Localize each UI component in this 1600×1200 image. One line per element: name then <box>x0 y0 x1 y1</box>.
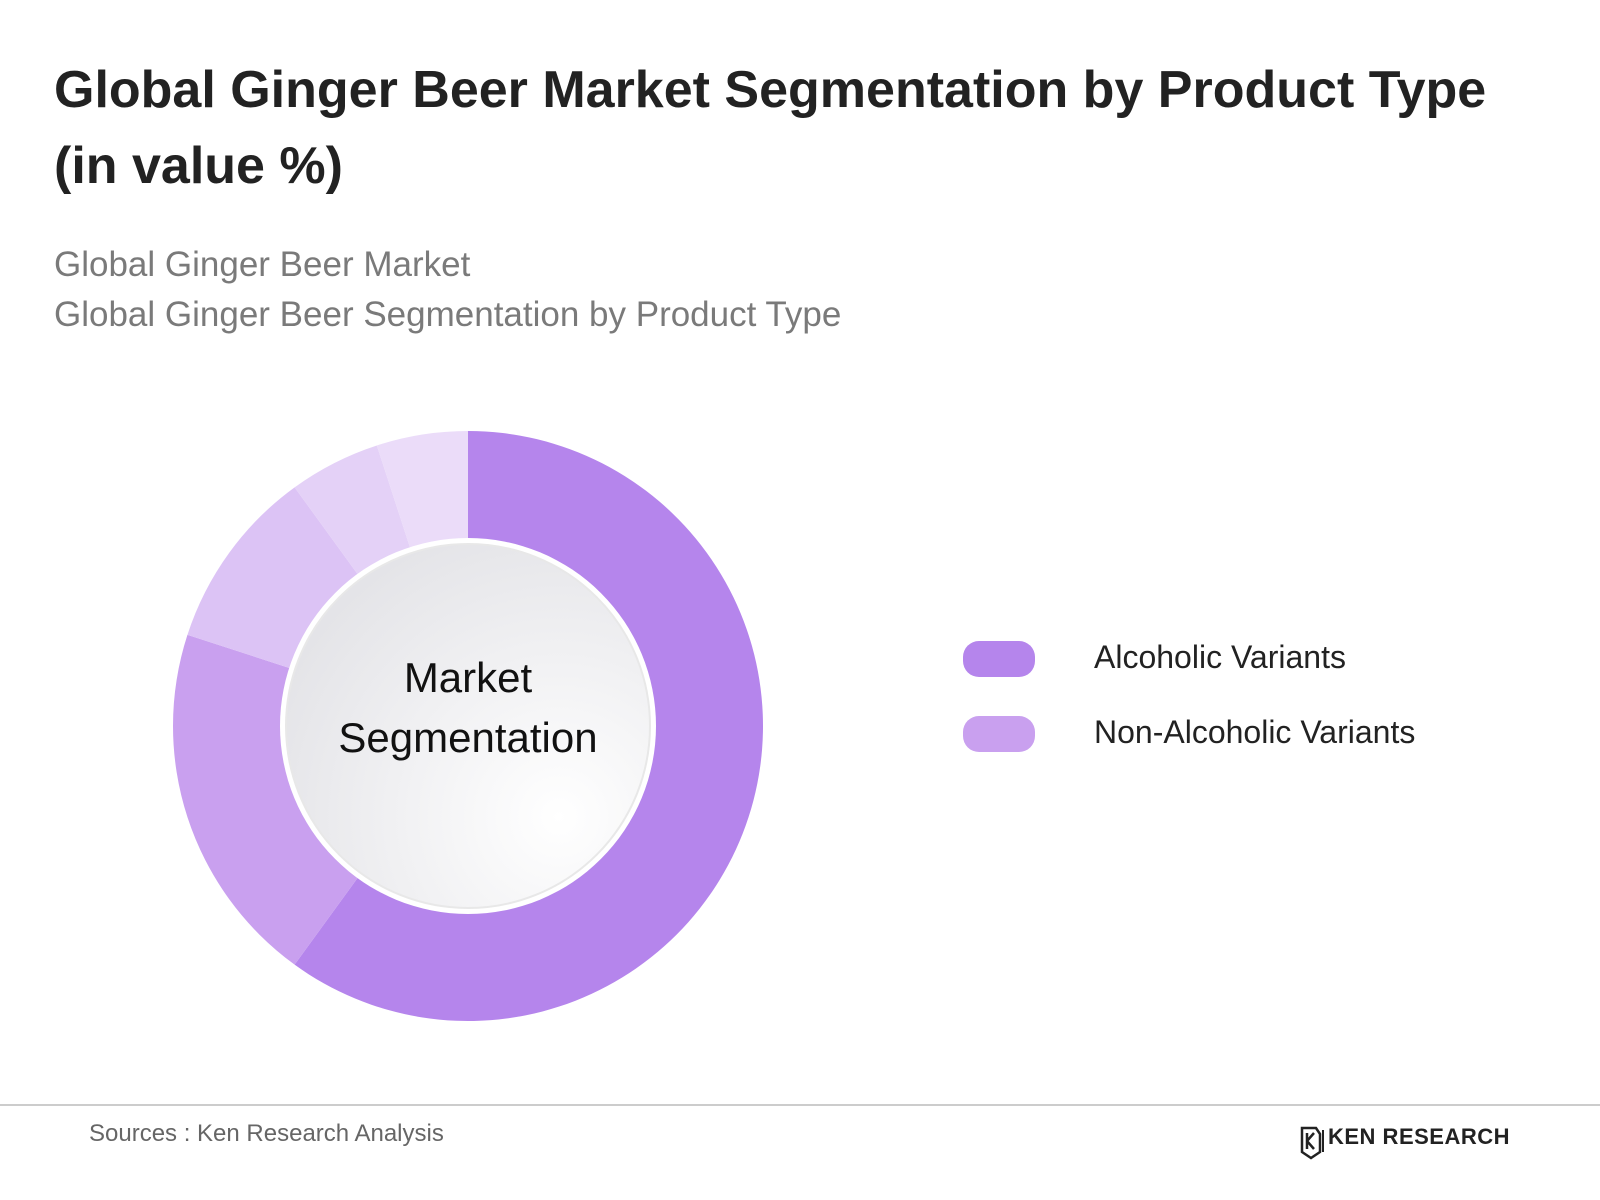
donut-slice <box>294 445 411 577</box>
legend-swatch <box>963 641 1035 677</box>
legend <box>963 641 1035 752</box>
legend-label: Alcoholic Variants <box>1094 639 1346 675</box>
donut <box>172 431 763 1021</box>
center-label: Market Segmentation <box>338 654 598 761</box>
legend-swatch <box>963 716 1035 752</box>
subtitle: Global Ginger Beer Segmentation by Produ… <box>54 295 842 334</box>
center-disc <box>285 543 651 909</box>
chart-title: Global Ginger Beer Market Segmentation b… <box>54 61 1487 195</box>
subtitle: Global Ginger Beer Market <box>54 245 471 284</box>
donut-slice <box>294 431 763 1021</box>
brand-logo <box>1300 1126 1324 1160</box>
donut-slice <box>172 634 360 965</box>
legend-label: Non-Alcoholic Variants <box>1094 714 1416 750</box>
source-note: Sources : Ken Research Analysis <box>89 1120 444 1147</box>
donut-slice <box>376 431 468 551</box>
brand-name: KEN RESEARCH <box>1328 1124 1511 1149</box>
donut-slice <box>187 487 360 669</box>
